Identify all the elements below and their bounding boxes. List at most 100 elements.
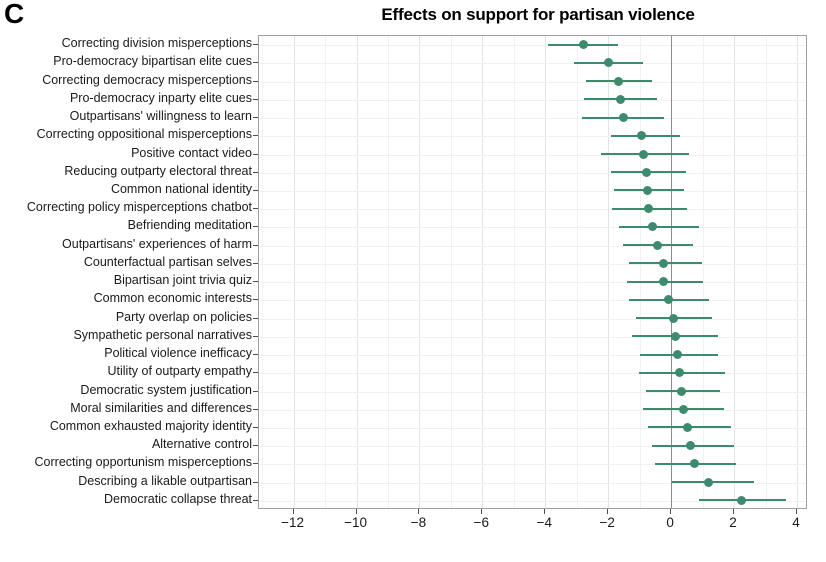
gridline-horizontal bbox=[259, 500, 806, 502]
y-axis-tick-mark bbox=[253, 281, 258, 283]
y-axis-tick-mark bbox=[253, 262, 258, 264]
forest-row bbox=[259, 204, 806, 215]
estimate-point bbox=[704, 477, 714, 487]
gridline-horizontal bbox=[259, 136, 806, 138]
x-axis-tick-mark bbox=[670, 509, 672, 514]
x-axis-tick-label: −2 bbox=[599, 515, 615, 530]
estimate-point bbox=[614, 76, 624, 86]
estimate-point bbox=[615, 94, 625, 104]
gridline-horizontal bbox=[259, 464, 806, 466]
gridline-horizontal bbox=[259, 391, 806, 393]
x-axis-tick-label: −12 bbox=[281, 515, 305, 530]
forest-row bbox=[259, 222, 806, 233]
estimate-point bbox=[677, 386, 687, 396]
gridline-horizontal bbox=[259, 355, 806, 357]
gridline-major bbox=[796, 36, 798, 508]
y-axis-tick-mark bbox=[253, 481, 258, 483]
gridline-minor bbox=[765, 36, 767, 508]
gridline-horizontal bbox=[259, 409, 806, 411]
forest-row bbox=[259, 167, 806, 178]
estimate-point bbox=[671, 331, 681, 341]
gridline-horizontal bbox=[259, 81, 806, 83]
y-axis-tick-label: Utility of outparty empathy bbox=[107, 364, 252, 379]
estimate-point bbox=[659, 277, 669, 287]
y-axis-tick-mark bbox=[253, 117, 258, 119]
x-axis-tick-label: 2 bbox=[729, 515, 737, 530]
y-axis-tick-label: Pro-democracy bipartisan elite cues bbox=[53, 54, 252, 69]
x-axis-tick-mark bbox=[292, 509, 294, 514]
estimate-point bbox=[737, 495, 747, 505]
forest-row bbox=[259, 477, 806, 488]
y-axis-tick-mark bbox=[253, 44, 258, 46]
gridline-horizontal bbox=[259, 300, 806, 302]
gridline-major bbox=[293, 36, 295, 508]
gridline-horizontal bbox=[259, 118, 806, 120]
gridline-minor bbox=[513, 36, 515, 508]
gridline-minor bbox=[576, 36, 578, 508]
y-axis-tick-label: Common exhausted majority identity bbox=[49, 418, 252, 433]
estimate-point bbox=[690, 459, 700, 469]
y-axis-tick-label: Common national identity bbox=[110, 181, 252, 196]
y-axis-tick-mark bbox=[253, 171, 258, 173]
gridline-major bbox=[608, 36, 610, 508]
gridline-horizontal bbox=[259, 427, 806, 429]
y-axis-tick-mark bbox=[253, 189, 258, 191]
y-axis-tick-mark bbox=[253, 299, 258, 301]
y-axis-tick-mark bbox=[253, 62, 258, 64]
forest-row bbox=[259, 368, 806, 379]
gridline-horizontal bbox=[259, 482, 806, 484]
estimate-point bbox=[678, 404, 688, 414]
gridline-major bbox=[482, 36, 484, 508]
x-axis-tick-mark bbox=[733, 509, 735, 514]
x-axis-tick-label: 4 bbox=[792, 515, 800, 530]
y-axis-tick-label: Political violence inefficacy bbox=[104, 346, 252, 361]
y-axis-tick-label: Outpartisans' experiences of harm bbox=[62, 236, 252, 251]
estimate-point bbox=[638, 149, 648, 159]
x-axis-tick-mark bbox=[418, 509, 420, 514]
x-axis-tick-label: 0 bbox=[666, 515, 674, 530]
y-axis-tick-label: Party overlap on policies bbox=[115, 309, 252, 324]
x-axis-tick-mark bbox=[481, 509, 483, 514]
forest-row bbox=[259, 94, 806, 105]
gridline-horizontal bbox=[259, 172, 806, 174]
forest-row bbox=[259, 313, 806, 324]
y-axis-labels: Correcting division misperceptions Pro-de… bbox=[0, 35, 258, 509]
forest-row bbox=[259, 131, 806, 142]
x-axis-tick-label: −8 bbox=[410, 515, 427, 530]
x-axis-tick-mark bbox=[355, 509, 357, 514]
estimate-point bbox=[643, 185, 653, 195]
gridline-minor bbox=[262, 36, 264, 508]
gridline-major bbox=[356, 36, 358, 508]
estimate-point bbox=[686, 441, 696, 451]
estimate-point bbox=[636, 131, 646, 141]
gridline-horizontal bbox=[259, 336, 806, 338]
forest-row bbox=[259, 386, 806, 397]
y-axis-tick-mark bbox=[253, 98, 258, 100]
gridline-horizontal bbox=[259, 190, 806, 192]
y-axis-tick-label: Positive contact video bbox=[131, 145, 252, 160]
gridline-horizontal bbox=[259, 154, 806, 156]
y-axis-tick-label: Counterfactual partisan selves bbox=[83, 254, 252, 269]
estimate-point bbox=[683, 422, 692, 432]
y-axis-tick-label: Correcting division misperceptions bbox=[61, 36, 252, 51]
gridline-horizontal bbox=[259, 446, 806, 448]
forest-row bbox=[259, 40, 806, 51]
y-axis-tick-mark bbox=[253, 317, 258, 319]
plot-area bbox=[258, 35, 807, 509]
y-axis-tick-mark bbox=[253, 372, 258, 374]
y-axis-tick-label: Befriending meditation bbox=[127, 218, 252, 233]
y-axis-tick-label: Correcting policy misperceptions chatbot bbox=[26, 200, 252, 215]
estimate-point bbox=[643, 204, 653, 214]
forest-row bbox=[259, 331, 806, 342]
forest-row bbox=[259, 240, 806, 251]
forest-row bbox=[259, 76, 806, 87]
gridline-horizontal bbox=[259, 45, 806, 47]
chart-title: Effects on support for partisan violence bbox=[381, 5, 695, 24]
x-axis-tick-label: −6 bbox=[473, 515, 490, 530]
y-axis-tick-label: Outpartisans' willingness to learn bbox=[69, 109, 252, 124]
y-axis-tick-label: Correcting opportunism misperceptions bbox=[34, 455, 252, 470]
gridline-major bbox=[545, 36, 547, 508]
y-axis-tick-mark bbox=[253, 153, 258, 155]
gridline-horizontal bbox=[259, 63, 806, 65]
